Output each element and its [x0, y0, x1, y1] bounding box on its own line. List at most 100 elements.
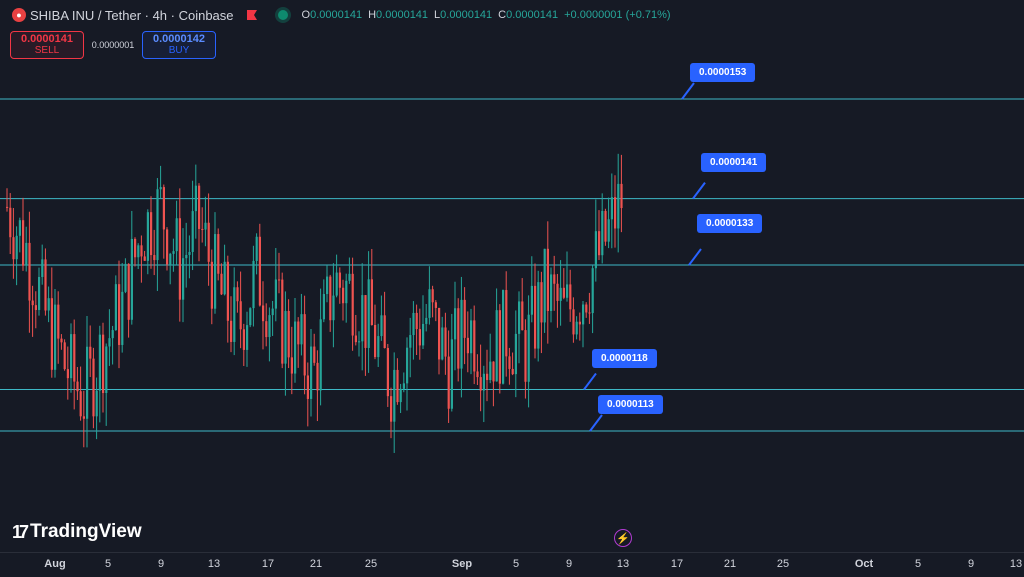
candle-down	[342, 287, 345, 304]
candle-up	[601, 210, 604, 256]
candle-up	[607, 219, 610, 242]
candle-down	[620, 183, 623, 209]
candle-down	[9, 207, 12, 238]
candle-down	[585, 304, 588, 313]
candle-down	[22, 220, 25, 266]
candle-up	[268, 315, 271, 338]
candle-down	[207, 222, 210, 262]
candle-down	[140, 245, 143, 257]
candle-up	[367, 279, 370, 348]
candle-up	[159, 187, 162, 190]
time-tick: 13	[207, 558, 221, 570]
candle-up	[550, 274, 553, 311]
candle-down	[34, 305, 37, 310]
candle-up	[348, 273, 351, 281]
candle-up	[610, 197, 613, 220]
shiba-inu-coin-icon[interactable]: ●	[12, 8, 26, 22]
candle-down	[604, 210, 607, 242]
time-tick: 5	[512, 558, 520, 570]
candle-down	[217, 234, 220, 274]
buy-button[interactable]: 0.0000142 BUY	[142, 31, 216, 59]
candle-down	[386, 348, 389, 397]
level-label-0000141[interactable]: 0.0000141	[701, 153, 767, 172]
candle-up	[326, 276, 329, 295]
candle-down	[466, 337, 469, 354]
candle-up	[399, 388, 402, 403]
candle-down	[303, 314, 306, 376]
symbol-title[interactable]: SHIBA INU / Tether · 4h · Coinbase	[30, 7, 234, 23]
candle-up	[121, 291, 124, 345]
candle-up	[70, 334, 73, 379]
candle-up	[108, 338, 111, 347]
candle-down	[57, 304, 60, 339]
candlestick-series	[6, 153, 623, 453]
candle-down	[230, 320, 233, 342]
candle-down	[166, 229, 169, 265]
candle-up	[441, 327, 444, 360]
tradingview-logo[interactable]: 17 TradingView	[12, 521, 142, 543]
candle-up	[182, 258, 185, 300]
chart-header: ● SHIBA INU / Tether · 4h · Coinbase O0.…	[0, 0, 1024, 30]
level-label-0000153[interactable]: 0.0000153	[690, 63, 756, 82]
time-tick: 9	[565, 558, 573, 570]
candle-down	[329, 276, 332, 321]
candle-down	[370, 279, 373, 325]
candle-up	[450, 339, 453, 409]
tradingview-wordmark: TradingView	[30, 521, 142, 542]
flag-icon[interactable]	[246, 9, 258, 21]
ohlc-change: +0.0000001 (+0.71%)	[564, 9, 671, 21]
candle-down	[374, 324, 377, 358]
level-label-0000133[interactable]: 0.0000133	[697, 214, 763, 233]
time-tick: 5	[104, 558, 112, 570]
candle-down	[598, 231, 601, 256]
candle-down	[281, 279, 284, 364]
candle-down	[457, 308, 460, 369]
time-tick: 17	[261, 558, 275, 570]
candle-up	[15, 235, 18, 260]
candle-up	[271, 308, 274, 316]
candle-up	[482, 373, 485, 391]
candle-down	[546, 248, 549, 311]
candle-down	[82, 416, 85, 419]
lightning-bolt-icon[interactable]: ⚡	[614, 529, 632, 547]
ohlc-high: H0.0000141	[368, 9, 429, 21]
candle-up	[582, 304, 585, 325]
candle-up	[406, 347, 409, 384]
candle-up	[518, 301, 521, 334]
level-label-pointer	[688, 248, 702, 266]
candle-up	[172, 251, 175, 254]
level-label-0000118[interactable]: 0.0000118	[592, 349, 657, 368]
buy-price: 0.0000142	[153, 33, 205, 45]
candle-up	[575, 321, 578, 335]
candle-down	[492, 361, 495, 382]
candle-down	[28, 242, 31, 301]
candle-up	[18, 220, 21, 236]
time-tick: 21	[723, 558, 737, 570]
time-tick: 5	[914, 558, 922, 570]
candle-up	[412, 312, 415, 336]
candle-down	[540, 282, 543, 323]
candle-up	[322, 294, 325, 320]
candle-down	[569, 284, 572, 310]
candle-up	[514, 333, 517, 375]
candle-up	[124, 263, 127, 292]
candle-up	[246, 325, 249, 350]
time-axis[interactable]: Aug 5 9 13 17 21 25 Sep 5 9 13 17 21 25 …	[0, 552, 1024, 577]
time-tick: 25	[776, 558, 790, 570]
candle-up	[137, 245, 140, 258]
candle-up	[191, 211, 194, 252]
candle-down	[210, 261, 213, 309]
ohlc-low: L0.0000141	[434, 9, 493, 21]
candle-up	[617, 183, 620, 229]
sell-button[interactable]: 0.0000141 SELL	[10, 31, 84, 59]
candle-down	[297, 321, 300, 345]
time-tick: 13	[616, 558, 630, 570]
ohlc-open: O0.0000141	[301, 9, 363, 21]
candle-up	[54, 304, 57, 370]
level-label-0000113[interactable]: 0.0000113	[598, 395, 663, 414]
time-tick: Oct	[854, 558, 874, 570]
chart-area[interactable]	[0, 0, 1024, 552]
candle-down	[338, 272, 341, 288]
candle-down	[578, 321, 581, 325]
candle-up	[425, 317, 428, 324]
